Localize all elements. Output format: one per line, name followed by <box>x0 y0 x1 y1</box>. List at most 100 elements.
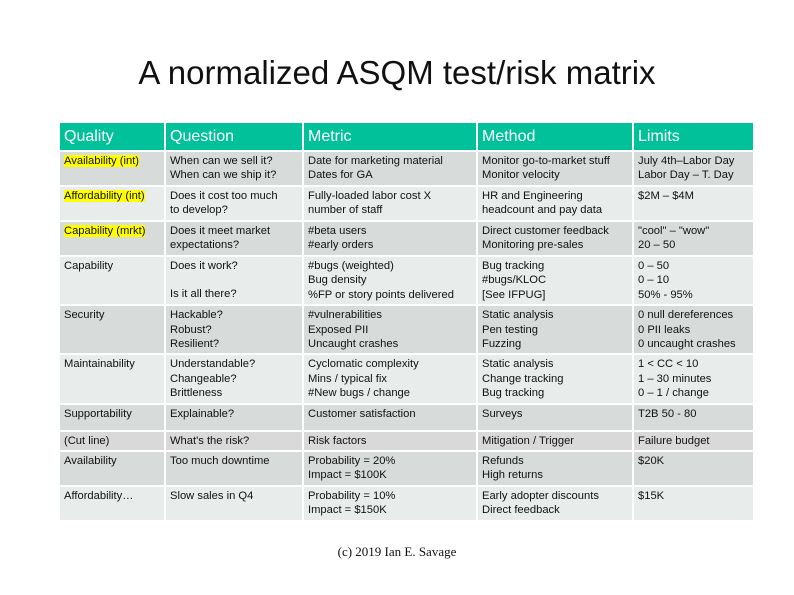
header-method: Method <box>478 123 632 150</box>
metric-cell: Fully-loaded labor cost X number of staff <box>304 187 476 220</box>
cell-line: Early adopter discounts <box>482 490 599 503</box>
cell-line: #beta users <box>308 225 367 237</box>
cell-line: Fully-loaded labor cost X <box>308 190 432 202</box>
risk-question-header: What's the risk? <box>166 431 302 451</box>
cell-line: number of staff <box>308 204 383 217</box>
risk-row: Affordability… Slow sales in Q4 Probabil… <box>60 487 753 521</box>
question-cell: Does it meet market expectations? <box>166 222 302 255</box>
cell-line: Bug tracking <box>482 260 545 272</box>
quality-cell: Capability (mrkt) <box>60 222 164 255</box>
metric-cell: Probability = 20% Impact = $100K <box>304 452 476 486</box>
cell-line: Monitor velocity <box>482 169 560 182</box>
cell-line: 1 < CC < 10 <box>638 358 699 371</box>
method-cell: Static analysis Pen testing Fuzzing <box>478 306 632 354</box>
cell-line: Understandable? <box>170 358 256 371</box>
cell-line: 0 – 50 <box>638 260 670 272</box>
limits-cell: T2B 50 - 80 <box>634 404 753 430</box>
question-cell: Slow sales in Q4 <box>166 487 302 521</box>
cell-line: 50% - 95% <box>638 288 693 301</box>
cell-line: July 4th–Labor Day <box>638 155 735 167</box>
cell-line: Monitor go-to-market stuff <box>482 155 610 167</box>
cell-line: "cool" – "wow" <box>638 225 710 237</box>
cell-line: #early orders <box>308 239 374 252</box>
table-row: Maintainability Understandable? Changeabl… <box>60 355 753 403</box>
spacer <box>170 273 298 287</box>
cell-line: Mins / typical fix <box>308 372 387 385</box>
cell-line: 0 null dereferences <box>638 309 734 322</box>
method-cell: Bug tracking #bugs/KLOC [See IFPUG] <box>478 257 632 305</box>
metric-cell: #bugs (weighted) Bug density %FP or story … <box>304 257 476 305</box>
limits-cell: "cool" – "wow" 20 – 50 <box>634 222 753 255</box>
cell-line: Monitoring pre-sales <box>482 239 584 252</box>
question-cell: Understandable? Changeable? Brittleness <box>166 355 302 403</box>
metric-cell: Customer satisfaction <box>304 404 476 430</box>
header-row: Quality Question Metric Method Limits <box>60 123 753 150</box>
cell-line: Refunds <box>482 455 524 468</box>
limits-cell: $15K <box>634 487 753 521</box>
table-row: Capability Does it work? Is it all there?… <box>60 257 753 305</box>
cell-line: #New bugs / change <box>308 387 410 400</box>
mitigation-header: Mitigation / Trigger <box>478 431 632 451</box>
cell-line: #vulnerabilities <box>308 309 383 322</box>
method-cell: Early adopter discounts Direct feedback <box>478 487 632 521</box>
cell-line: 0 – 1 / change <box>638 387 709 400</box>
question-cell: Does it cost too much to develop? <box>166 187 302 220</box>
cell-line: #bugs/KLOC <box>482 274 547 287</box>
method-cell: HR and Engineering headcount and pay data <box>478 187 632 220</box>
cell-line: Fuzzing <box>482 338 522 351</box>
question-cell: When can we sell it? When can we ship it? <box>166 152 302 185</box>
cell-line: #bugs (weighted) <box>308 260 394 272</box>
cell-line: Hackable? <box>170 309 223 322</box>
risk-factors-header: Risk factors <box>304 431 476 451</box>
cell-line: Static analysis <box>482 358 554 371</box>
table-row: Affordability (int) Does it cost too muc… <box>60 187 753 220</box>
cell-line: Is it all there? <box>170 288 237 301</box>
cell-line: Change tracking <box>482 372 564 385</box>
header-quality: Quality <box>60 123 164 150</box>
cell-line: HR and Engineering <box>482 190 583 202</box>
question-cell: Does it work? Is it all there? <box>166 257 302 305</box>
cell-line: Impact = $150K <box>308 504 387 517</box>
cell-line: 1 – 30 minutes <box>638 372 712 385</box>
slide-title: A normalized ASQM test/risk matrix <box>138 54 656 91</box>
quality-cell: Capability <box>60 257 164 305</box>
cut-line-row: (Cut line) What's the risk? Risk factors… <box>60 431 753 451</box>
question-cell: Hackable? Robust? Resilient? <box>166 306 302 354</box>
limits-cell: $2M – $4M <box>634 187 753 220</box>
cell-line: $2M – $4M <box>638 190 694 202</box>
asqm-matrix-table: Quality Question Metric Method Limits Av… <box>58 121 755 522</box>
cell-line: headcount and pay data <box>482 204 603 217</box>
cut-line-label: (Cut line) <box>60 431 164 451</box>
quality-cell: Availability <box>60 452 164 486</box>
cell-line: Direct feedback <box>482 504 560 517</box>
limits-cell: July 4th–Labor Day Labor Day – T. Day <box>634 152 753 185</box>
cell-line: Bug density <box>308 274 367 287</box>
failure-budget-header: Failure budget <box>634 431 753 451</box>
cell-line: Probability = 20% <box>308 455 396 468</box>
header-limits: Limits <box>634 123 753 150</box>
cell-line: Brittleness <box>170 387 223 400</box>
quality-cell: Affordability (int) <box>60 187 164 220</box>
cell-line: Exposed PII <box>308 323 369 336</box>
cell-line: 0 – 10 <box>638 274 670 287</box>
cell-line: 0 uncaught crashes <box>638 338 736 351</box>
metric-cell: Cyclomatic complexity Mins / typical fix #… <box>304 355 476 403</box>
cell-line: Robust? <box>170 323 212 336</box>
cell-line: %FP or story points delivered <box>308 288 454 301</box>
cell-line: 20 – 50 <box>638 239 676 252</box>
metric-cell: Date for marketing material Dates for GA <box>304 152 476 185</box>
table-row: Availability (int) When can we sell it? W… <box>60 152 753 185</box>
limits-cell: 0 – 50 0 – 10 50% - 95% <box>634 257 753 305</box>
cell-line: Does it cost too much <box>170 190 278 202</box>
table-row: Security Hackable? Robust? Resilient? #vul… <box>60 306 753 354</box>
metric-cell: Probability = 10% Impact = $150K <box>304 487 476 521</box>
quality-cell: Supportability <box>60 404 164 430</box>
cell-line: Bug tracking <box>482 387 545 400</box>
method-cell: Refunds High returns <box>478 452 632 486</box>
cell-line: Does it work? <box>170 260 238 272</box>
question-cell: Explainable? <box>166 404 302 430</box>
metric-cell: #beta users #early orders <box>304 222 476 255</box>
cell-line: 0 PII leaks <box>638 323 691 336</box>
highlighted-quality: Availability (int) <box>64 155 140 167</box>
header-metric: Metric <box>304 123 476 150</box>
